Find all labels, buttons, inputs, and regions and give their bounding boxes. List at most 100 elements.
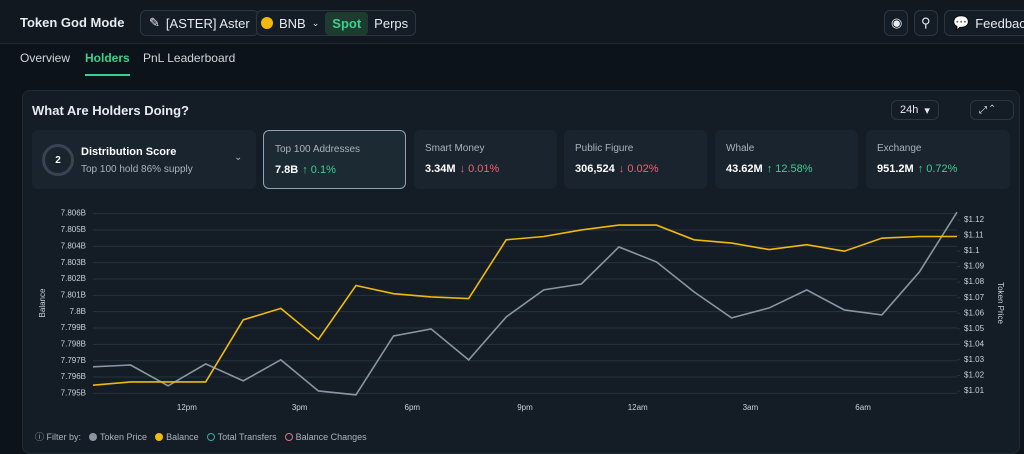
legend-label: Total Transfers [217, 431, 277, 442]
y-axis-title: Balance [38, 288, 47, 317]
y2-tick-label: $1.02 [964, 371, 985, 380]
y-tick-label: 7.8B [70, 307, 86, 316]
feedback-button[interactable]: 💬Feedback [944, 10, 1024, 36]
metric-change: ↑ 0.72% [917, 163, 958, 175]
y-tick-label: 7.795B [61, 388, 86, 397]
metric-value: 306,524 ↓ 0.02% [575, 163, 659, 175]
legend-swatch [89, 432, 98, 441]
distribution-label: Distribution Score [81, 146, 177, 158]
y-tick-label: 7.806B [61, 209, 86, 218]
y-tick-label: 7.798B [61, 339, 86, 348]
legend-item[interactable]: Balance [155, 432, 199, 442]
tab[interactable]: Holders [85, 51, 130, 76]
chain-icon [261, 17, 273, 29]
metric-number: 3.34M [425, 163, 456, 175]
panel-controls[interactable]: ⤢ ⌃ [970, 100, 1014, 120]
x-tick-label: 3pm [292, 403, 308, 412]
score-ring: 2 [42, 144, 74, 176]
y-tick-label: 7.805B [61, 225, 86, 234]
x-tick-label: 12am [628, 403, 648, 412]
metric-label: Public Figure [575, 143, 634, 154]
metric-change: ↑ 12.58% [766, 163, 813, 175]
legend-item[interactable]: Token Price [89, 432, 147, 442]
y-tick-label: 7.799B [61, 323, 86, 332]
metric-number: 951.2M [877, 163, 914, 175]
section-title: What Are Holders Doing? [32, 103, 189, 118]
filter-text: Filter by: [46, 432, 82, 442]
distribution-note: Top 100 hold 86% supply [81, 164, 193, 175]
y2-tick-label: $1.06 [964, 308, 985, 317]
legend-swatch [206, 432, 215, 441]
metric-card[interactable]: Public Figure 306,524 ↓ 0.02% [564, 130, 707, 189]
market-switch: BNB ⌄ Spot Perps [256, 10, 416, 36]
metric-number: 306,524 [575, 163, 615, 175]
y2-tick-label: $1.12 [964, 215, 985, 224]
chevron: ⌄ [234, 152, 243, 163]
y-tick-label: 7.797B [61, 356, 86, 365]
metric-label: Exchange [877, 143, 922, 154]
chain[interactable]: BNB [279, 15, 306, 31]
icon-button[interactable]: ⚲ [914, 10, 938, 36]
x-tick-label: 3am [743, 403, 759, 412]
metric-label: Top 100 Addresses [275, 144, 361, 155]
y2-tick-label: $1.05 [964, 324, 985, 333]
legend-swatch [284, 432, 293, 441]
metric-value: 951.2M ↑ 0.72% [877, 163, 957, 175]
y2-axis-title: Token Price [996, 282, 1005, 324]
metric-value: 43.62M ↑ 12.58% [726, 163, 813, 175]
period: 24h [900, 104, 919, 116]
metric-value: 3.34M ↓ 0.01% [425, 163, 499, 175]
y2-tick-label: $1.1 [964, 246, 980, 255]
app-title: Token God Mode [20, 15, 125, 30]
legend-item[interactable]: Balance Changes [284, 431, 367, 442]
x-tick-label: 6pm [405, 403, 421, 412]
distribution-card[interactable]: 2 Distribution Score Top 100 hold 86% su… [32, 130, 256, 189]
tab[interactable]: PnL Leaderboard [143, 51, 236, 65]
metric-label: Smart Money [425, 143, 485, 154]
metric-card[interactable]: Top 100 Addresses 7.8B ↑ 0.1% [263, 130, 406, 189]
y2-tick-label: $1.09 [964, 262, 985, 271]
token-selector[interactable]: ✎ [ASTER] Aster [140, 10, 259, 36]
metric-card[interactable]: Exchange 951.2M ↑ 0.72% [866, 130, 1010, 189]
y2-tick-label: $1.04 [964, 339, 985, 348]
series-line [92, 211, 958, 396]
metric-label: Whale [726, 143, 755, 154]
y-tick-label: 7.804B [61, 241, 86, 250]
mode-tab[interactable]: Perps [374, 15, 409, 31]
x-tick-label: 12pm [177, 403, 197, 412]
mode-tab[interactable]: Spot [325, 11, 369, 35]
metric-change: ↓ 0.02% [618, 163, 659, 175]
y-tick-label: 7.802B [61, 274, 86, 283]
icon-button[interactable]: ◉ [884, 10, 908, 36]
filter-label: ⓘ Filter by: [35, 432, 82, 442]
tab[interactable]: Overview [20, 51, 71, 65]
legend-item[interactable]: Total Transfers [206, 431, 277, 442]
metric-number: 43.62M [726, 163, 763, 175]
legend-swatch [155, 432, 164, 441]
period-select[interactable]: 24h ▾ [891, 100, 939, 120]
y2-tick-label: $1.03 [964, 355, 985, 364]
metric-number: 7.8B [275, 164, 299, 176]
y2-tick-label: $1.11 [964, 231, 984, 240]
feedback-label: Feedback [975, 15, 1024, 31]
metric-change: ↓ 0.01% [459, 163, 500, 175]
metric-card[interactable]: Smart Money 3.34M ↓ 0.01% [414, 130, 557, 189]
y2-tick-label: $1.08 [964, 277, 985, 286]
metric-value: 7.8B ↑ 0.1% [275, 164, 336, 176]
legend-label: Balance Changes [295, 431, 367, 442]
metric-change: ↑ 0.1% [302, 164, 336, 176]
series-line [92, 224, 957, 386]
metric-card[interactable]: Whale 43.62M ↑ 12.58% [715, 130, 858, 189]
y2-tick-label: $1.07 [964, 293, 985, 302]
x-tick-label: 6am [855, 403, 871, 412]
y-tick-label: 7.796B [61, 372, 86, 381]
y2-tick-label: $1.01 [964, 386, 985, 395]
x-tick-label: 9pm [517, 403, 533, 412]
token-name: [ASTER] Aster [165, 15, 250, 31]
legend-label: Token Price [100, 431, 148, 442]
legend: ⓘ Filter by: Token Price Balance Total Tran… [35, 430, 367, 443]
y-tick-label: 7.801B [61, 290, 86, 299]
legend-label: Balance [166, 431, 199, 442]
